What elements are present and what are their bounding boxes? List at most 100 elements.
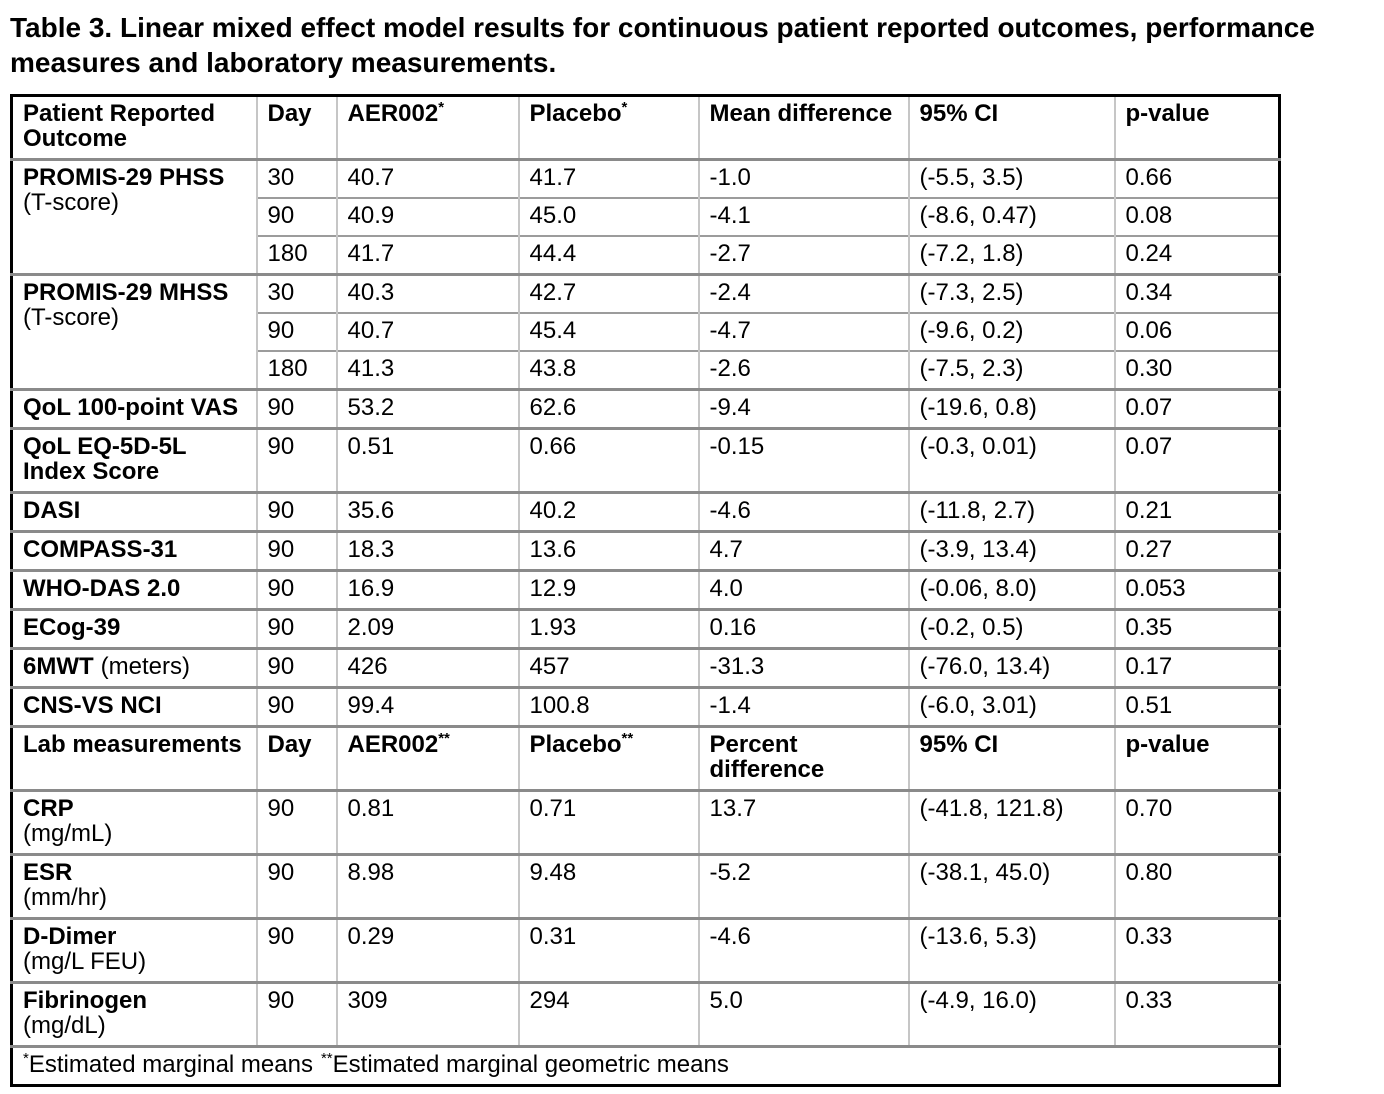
cell-placebo: 12.9 xyxy=(517,569,699,610)
cell-aer002: 16.9 xyxy=(335,569,519,610)
footnote-text: Estimated marginal geometric means xyxy=(332,1051,729,1078)
lab-header-row: Lab measurements Day AER002** Placebo** … xyxy=(10,725,1280,791)
row-label-note: (mm/hr) xyxy=(23,884,107,911)
cell-day: 90 xyxy=(255,491,337,532)
row-label-crp: CRP (mg/mL) xyxy=(10,789,257,855)
footnote-marker: * xyxy=(438,99,445,116)
cell-aer002: 40.3 xyxy=(335,273,519,313)
row-label-fibrinogen: Fibrinogen (mg/dL) xyxy=(10,981,257,1047)
header-p-value: p-value xyxy=(1113,725,1280,791)
header-label: Percent difference xyxy=(709,731,825,783)
cell-day: 30 xyxy=(255,273,337,313)
row-label-note: (meters) xyxy=(100,653,190,680)
cell-mean-difference: -0.15 xyxy=(697,427,909,493)
cell-placebo: 0.71 xyxy=(517,789,699,855)
cell-p-value: 0.30 xyxy=(1113,350,1280,390)
cell-aer002: 53.2 xyxy=(335,388,519,429)
table-row-ecog39: ECog-39 90 2.09 1.93 0.16 (-0.2, 0.5) 0.… xyxy=(10,608,1280,649)
table-row-compass31: COMPASS-31 90 18.3 13.6 4.7 (-3.9, 13.4)… xyxy=(10,530,1280,571)
header-aer002: AER002** xyxy=(335,725,519,791)
cell-percent-difference: -5.2 xyxy=(697,853,909,919)
footnote-text: Estimated marginal means xyxy=(28,1051,313,1078)
row-label-text: COMPASS-31 xyxy=(23,536,178,563)
cell-placebo: 294 xyxy=(517,981,699,1047)
header-95ci: 95% CI xyxy=(907,725,1115,791)
table-row-qol-vas: QoL 100-point VAS 90 53.2 62.6 -9.4 (-19… xyxy=(10,388,1280,429)
header-lab-measurements: Lab measurements xyxy=(10,725,257,791)
cell-mean-difference: 0.16 xyxy=(697,608,909,649)
table-row-6mwt: 6MWT (meters) 90 426 457 -31.3 (-76.0, 13… xyxy=(10,647,1280,688)
pro-header-row: Patient Reported Outcome Day AER002* Pla… xyxy=(10,95,1280,160)
cell-placebo: 40.2 xyxy=(517,491,699,532)
row-label-whodas: WHO-DAS 2.0 xyxy=(10,569,257,610)
cell-95ci: (-5.5, 3.5) xyxy=(907,158,1115,198)
cell-placebo: 45.4 xyxy=(517,312,699,351)
cell-p-value: 0.66 xyxy=(1113,158,1280,198)
cell-p-value: 0.80 xyxy=(1113,853,1280,919)
header-day: Day xyxy=(255,725,337,791)
cell-95ci: (-11.8, 2.7) xyxy=(907,491,1115,532)
table-row-dasi: DASI 90 35.6 40.2 -4.6 (-11.8, 2.7) 0.21 xyxy=(10,491,1280,532)
cell-p-value: 0.17 xyxy=(1113,647,1280,688)
cell-mean-difference: -4.1 xyxy=(697,197,909,236)
table-row-promis-phss-180: 180 41.7 44.4 -2.7 (-7.2, 1.8) 0.24 xyxy=(12,235,1280,275)
cell-aer002: 41.7 xyxy=(335,235,519,275)
cell-mean-difference: 4.7 xyxy=(697,530,909,571)
cell-aer002: 0.29 xyxy=(335,917,519,983)
cell-p-value: 0.08 xyxy=(1113,197,1280,236)
cell-day: 90 xyxy=(255,789,337,855)
cell-day: 90 xyxy=(255,427,337,493)
cell-day: 90 xyxy=(255,686,337,727)
cell-mean-difference: -4.6 xyxy=(697,491,909,532)
table-row-whodas: WHO-DAS 2.0 90 16.9 12.9 4.0 (-0.06, 8.0… xyxy=(10,569,1280,610)
row-label-text: CNS-VS NCI xyxy=(23,692,162,719)
cell-p-value: 0.24 xyxy=(1113,235,1280,275)
footnote-marker: ** xyxy=(438,730,450,747)
header-label: Mean difference xyxy=(709,100,893,127)
row-label-dasi: DASI xyxy=(10,491,257,532)
row-label-text: D-Dimer xyxy=(23,923,117,950)
cell-95ci: (-7.5, 2.3) xyxy=(907,350,1115,390)
cell-p-value: 0.07 xyxy=(1113,427,1280,493)
footnote-marker: * xyxy=(621,99,628,116)
header-label: p-value xyxy=(1125,100,1210,127)
table-row-ddimer: D-Dimer (mg/L FEU) 90 0.29 0.31 -4.6 (-13… xyxy=(10,917,1280,983)
row-label-note: (T-score) xyxy=(23,189,119,216)
cell-aer002: 35.6 xyxy=(335,491,519,532)
row-label-qol-eq5d5l: QoL EQ-5D-5L Index Score xyxy=(10,427,257,493)
table-title: Table 3. Linear mixed effect model resul… xyxy=(10,12,1315,78)
cell-day: 90 xyxy=(255,530,337,571)
cell-percent-difference: 13.7 xyxy=(697,789,909,855)
cell-95ci: (-4.9, 16.0) xyxy=(907,981,1115,1047)
header-label: AER002 xyxy=(347,100,439,127)
cell-aer002: 18.3 xyxy=(335,530,519,571)
cell-95ci: (-41.8, 121.8) xyxy=(907,789,1115,855)
cell-p-value: 0.70 xyxy=(1113,789,1280,855)
cell-95ci: (-6.0, 3.01) xyxy=(907,686,1115,727)
cell-mean-difference: 4.0 xyxy=(697,569,909,610)
header-label: Patient Reported Outcome xyxy=(23,100,216,152)
cell-placebo: 100.8 xyxy=(517,686,699,727)
cell-95ci: (-9.6, 0.2) xyxy=(907,312,1115,351)
table-row-qol-eq5d5l: QoL EQ-5D-5L Index Score 90 0.51 0.66 -0… xyxy=(10,427,1280,493)
cell-aer002: 0.81 xyxy=(335,789,519,855)
header-aer002: AER002* xyxy=(335,95,519,160)
table-row-promis-mhss-30: PROMIS-29 MHSS (T-score) 30 40.3 42.7 -2.… xyxy=(10,273,1280,390)
table-row-esr: ESR (mm/hr) 90 8.98 9.48 -5.2 (-38.1, 45.… xyxy=(10,853,1280,919)
cell-mean-difference: -9.4 xyxy=(697,388,909,429)
cell-aer002: 99.4 xyxy=(335,686,519,727)
table-row-promis-mhss-90: 90 40.7 45.4 -4.7 (-9.6, 0.2) 0.06 xyxy=(12,312,1280,351)
cell-p-value: 0.27 xyxy=(1113,530,1280,571)
cell-p-value: 0.35 xyxy=(1113,608,1280,649)
cell-placebo: 45.0 xyxy=(517,197,699,236)
cell-placebo: 13.6 xyxy=(517,530,699,571)
cell-day: 90 xyxy=(255,312,337,351)
cell-aer002: 8.98 xyxy=(335,853,519,919)
cell-95ci: (-38.1, 45.0) xyxy=(907,853,1115,919)
table-row-promis-phss-30: PROMIS-29 PHSS (T-score) 30 40.7 41.7 -1.… xyxy=(10,158,1280,275)
cell-placebo: 0.66 xyxy=(517,427,699,493)
cell-mean-difference: -2.4 xyxy=(697,273,909,313)
row-label-note: (T-score) xyxy=(23,304,119,331)
cell-day: 180 xyxy=(255,350,337,390)
cell-p-value: 0.06 xyxy=(1113,312,1280,351)
